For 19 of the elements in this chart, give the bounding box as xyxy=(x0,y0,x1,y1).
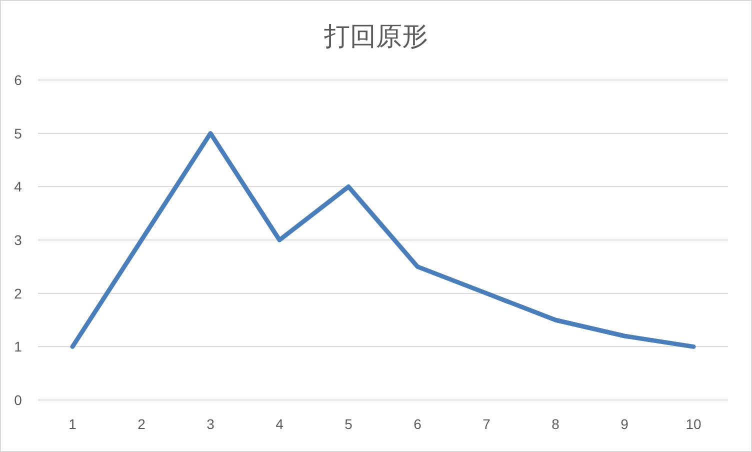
x-tick-label: 8 xyxy=(552,416,560,432)
x-tick-label: 7 xyxy=(482,416,491,432)
y-tick-label: 0 xyxy=(14,392,22,408)
chart-title: 打回原形 xyxy=(323,21,428,51)
x-tick-label: 2 xyxy=(138,416,146,432)
y-tick-label: 6 xyxy=(14,72,22,88)
y-tick-label: 5 xyxy=(14,125,22,142)
x-tick-label: 3 xyxy=(206,416,215,432)
line-series xyxy=(70,131,696,349)
x-tick-label: 1 xyxy=(68,416,77,432)
x-tick-label: 4 xyxy=(276,416,284,432)
x-tick-label: 9 xyxy=(620,416,629,432)
x-tick-label: 10 xyxy=(686,416,702,432)
y-tick-label: 4 xyxy=(14,178,22,195)
y-tick-label: 1 xyxy=(14,338,22,355)
x-tick-label: 6 xyxy=(414,416,422,432)
y-tick-label: 3 xyxy=(14,232,22,248)
y-tick-label: 2 xyxy=(14,285,22,302)
x-tick-label: 5 xyxy=(344,416,353,432)
